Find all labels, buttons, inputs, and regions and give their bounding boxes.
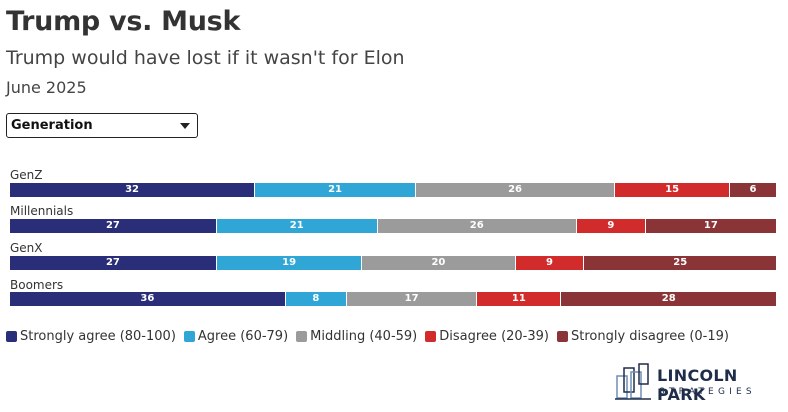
- logo-text-line2: STRATEGIES: [659, 387, 756, 397]
- category-label: Millennials: [10, 204, 74, 218]
- bar-segment[interactable]: 27: [10, 256, 217, 270]
- bar-segment[interactable]: 21: [216, 219, 378, 233]
- legend-swatch: [6, 331, 17, 342]
- category-label: GenX: [10, 241, 43, 255]
- bar-row: 36 8 17 11 28: [10, 292, 776, 306]
- chart-date: June 2025: [6, 78, 87, 97]
- legend-item[interactable]: Agree (60-79): [183, 329, 289, 344]
- chart-title: Trump vs. Musk: [6, 6, 241, 37]
- legend-swatch: [296, 331, 308, 342]
- legend-item[interactable]: Middling (40-59): [296, 329, 417, 344]
- bar-segment[interactable]: 17: [645, 219, 776, 233]
- bar-segment[interactable]: 26: [377, 219, 577, 233]
- bar-segment[interactable]: 21: [255, 183, 416, 197]
- legend-label: Strongly agree (80-100): [20, 329, 176, 344]
- legend-label: Strongly disagree (0-19): [571, 329, 729, 344]
- logo-mark-icon: [615, 363, 651, 400]
- bar-segment[interactable]: 9: [576, 219, 646, 233]
- bar-row: 27 19 20 9 25: [10, 256, 776, 270]
- chevron-down-icon: [180, 123, 190, 129]
- legend-label: Agree (60-79): [197, 329, 289, 344]
- category-label: GenZ: [10, 168, 43, 182]
- bar-segment[interactable]: 36: [10, 292, 286, 306]
- bar-segment[interactable]: 8: [285, 292, 348, 306]
- bar-segment[interactable]: 25: [584, 256, 776, 270]
- bar-segment[interactable]: 17: [347, 292, 478, 306]
- chart-legend: Strongly agree (80-100) Agree (60-79) Midd…: [6, 329, 737, 344]
- bar-segment[interactable]: 28: [561, 292, 776, 306]
- bar-segment[interactable]: 32: [10, 183, 256, 197]
- lincoln-park-logo: LINCOLN PARK STRATEGIES: [615, 362, 785, 404]
- bar-segment[interactable]: 9: [515, 256, 585, 270]
- legend-label: Middling (40-59): [310, 329, 418, 344]
- generation-dropdown[interactable]: Generation: [6, 113, 198, 138]
- bar-segment[interactable]: 26: [415, 183, 616, 197]
- bar-segment[interactable]: 20: [362, 256, 516, 270]
- legend-swatch: [183, 331, 195, 342]
- dropdown-selected-value: Generation: [11, 118, 93, 133]
- legend-swatch: [557, 331, 568, 342]
- bar-row: 32 21 26 15 6: [10, 183, 776, 197]
- legend-label: Disagree (20-39): [439, 329, 549, 344]
- bar-segment[interactable]: 11: [477, 292, 562, 306]
- logo-text-line1: LINCOLN PARK: [657, 366, 738, 404]
- bar-row: 27 21 26 9 17: [10, 219, 776, 233]
- bar-segment[interactable]: 15: [615, 183, 731, 197]
- legend-item[interactable]: Strongly disagree (0-19): [557, 329, 729, 344]
- category-label: Boomers: [10, 278, 64, 292]
- bar-segment[interactable]: 19: [216, 256, 363, 270]
- chart-subtitle: Trump would have lost if it wasn't for E…: [6, 47, 405, 69]
- legend-swatch: [425, 331, 437, 342]
- bar-segment[interactable]: 27: [10, 219, 217, 233]
- legend-item[interactable]: Disagree (20-39): [425, 329, 549, 344]
- legend-item[interactable]: Strongly agree (80-100): [6, 329, 176, 344]
- bar-segment[interactable]: 6: [730, 183, 776, 197]
